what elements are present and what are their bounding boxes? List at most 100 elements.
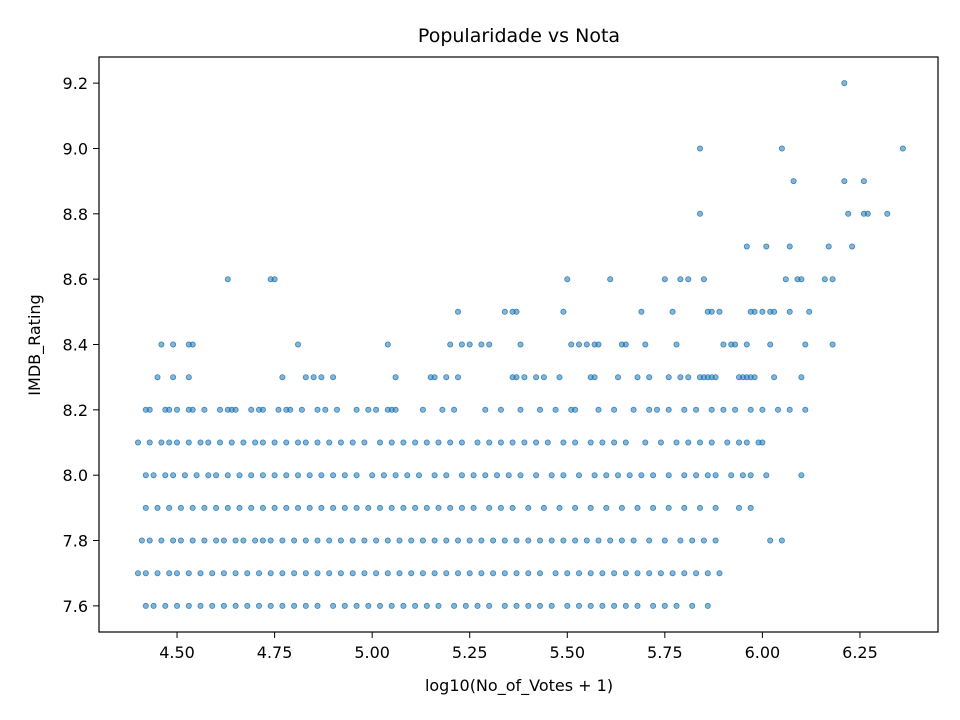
data-point [396,537,403,544]
data-point [642,439,649,446]
data-point [220,570,227,577]
data-point [693,406,700,413]
data-point [513,308,520,315]
data-point [509,439,516,446]
data-point [525,504,532,511]
data-point [533,472,540,479]
data-point [482,472,489,479]
data-point [611,570,618,577]
data-point [821,276,828,283]
data-point [661,602,668,609]
data-point [790,178,797,185]
data-point [166,439,173,446]
data-point [454,570,461,577]
data-point [513,374,520,381]
data-point [556,374,563,381]
points-layer [134,80,906,609]
data-point [353,472,360,479]
data-point [388,602,395,609]
data-point [322,406,329,413]
data-point [525,570,532,577]
data-point [154,570,161,577]
data-point [458,472,465,479]
data-point [170,537,177,544]
data-point [474,439,481,446]
data-point [337,439,344,446]
data-point [466,537,473,544]
data-point [697,210,704,217]
data-point [189,537,196,544]
data-point [521,374,528,381]
data-point [548,602,555,609]
data-point [326,537,333,544]
data-point [197,602,204,609]
data-point [267,570,274,577]
data-point [443,537,450,544]
data-point [185,570,192,577]
data-point [259,472,266,479]
data-point [537,406,544,413]
data-point [638,308,645,315]
data-point [486,602,493,609]
data-point [665,472,672,479]
data-point [423,439,430,446]
data-point [466,570,473,577]
data-point [560,537,567,544]
data-point [681,406,688,413]
data-point [318,374,325,381]
data-point [611,439,618,446]
data-point [685,276,692,283]
data-point [681,472,688,479]
chart-title: Popularidade vs Nota [418,25,620,47]
data-point [154,504,161,511]
data-point [302,570,309,577]
data-point [681,570,688,577]
data-point [275,406,282,413]
data-point [259,439,266,446]
data-point [786,406,793,413]
data-point [537,570,544,577]
data-point [798,374,805,381]
data-point [767,537,774,544]
data-point [408,570,415,577]
data-point [201,504,208,511]
data-point [283,504,290,511]
data-point [607,276,614,283]
data-point [747,406,754,413]
data-point [661,276,668,283]
data-point [548,472,555,479]
data-point [646,537,653,544]
data-point [240,537,247,544]
data-point [654,406,661,413]
data-point [576,472,583,479]
data-point [700,276,707,283]
data-point [326,570,333,577]
data-point [166,504,173,511]
data-point [544,439,551,446]
data-point [279,570,286,577]
data-point [384,537,391,544]
data-point [349,439,356,446]
x-tick-label: 5.50 [549,643,585,662]
data-point [490,570,497,577]
data-point [376,504,383,511]
data-point [166,406,173,413]
data-point [884,210,891,217]
data-point [650,602,657,609]
x-tick-label: 5.75 [647,643,683,662]
data-point [314,439,321,446]
data-point [611,602,618,609]
data-point [860,178,867,185]
data-point [170,341,177,348]
data-point [587,439,594,446]
data-point [673,602,680,609]
data-point [388,439,395,446]
data-point [470,504,477,511]
data-point [454,308,461,315]
data-point [583,537,590,544]
x-axis-label: log10(No_of_Votes + 1) [425,676,613,696]
data-point [376,602,383,609]
data-point [712,537,719,544]
data-point [486,504,493,511]
y-tick-label: 8.4 [63,336,88,355]
